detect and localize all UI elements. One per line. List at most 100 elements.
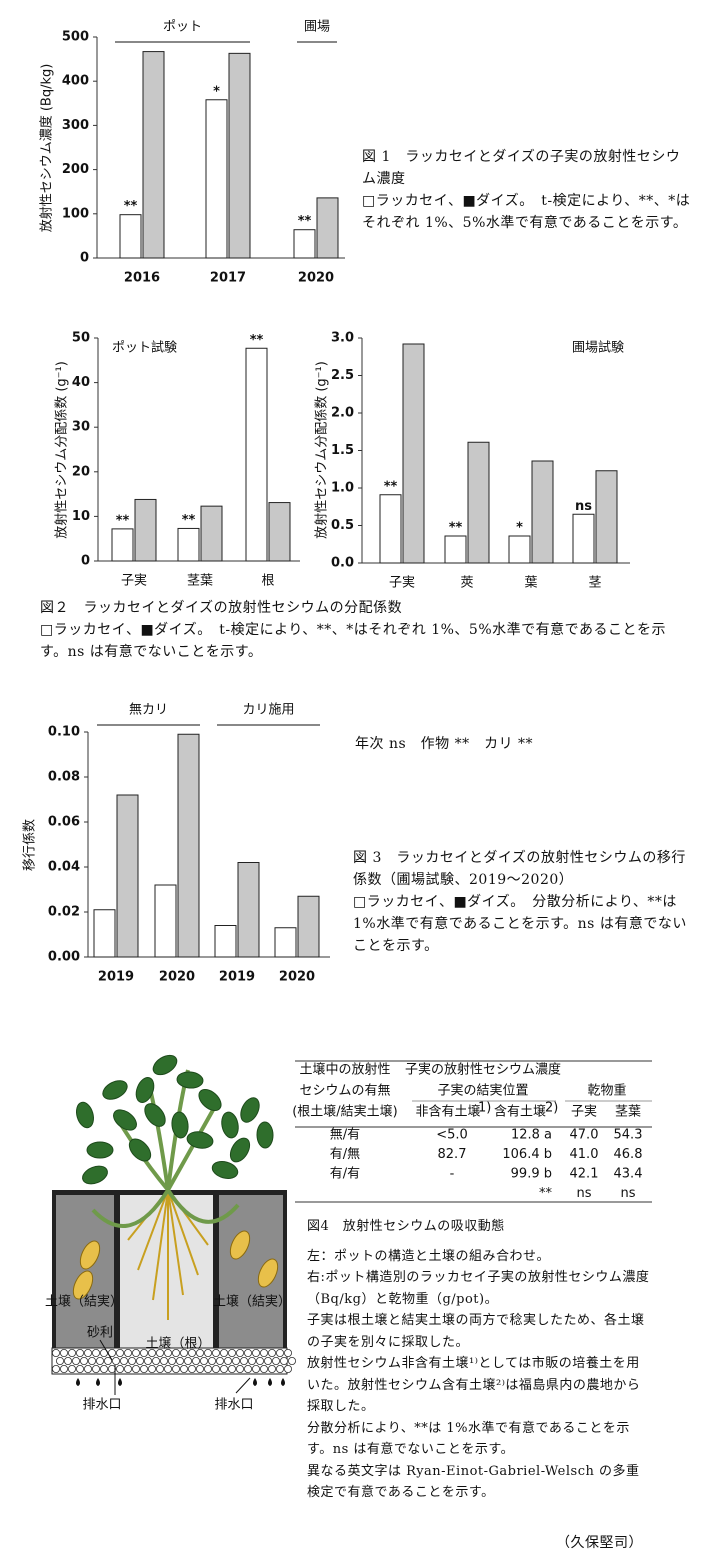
table-cell: 有/有 bbox=[330, 1167, 360, 1182]
caption-paragraph: 放射性セシウム非含有土壌¹⁾としては市販の培養土を用いた。放射性セシウム含有土壌… bbox=[307, 1356, 641, 1414]
caption-paragraph: 右:ポット構造別のラッカセイ子実の放射性セシウム濃度（Bq/kg）と乾物重（g/… bbox=[307, 1270, 650, 1307]
leaf bbox=[211, 1161, 239, 1179]
bar bbox=[316, 197, 339, 259]
drain-pointer bbox=[235, 1377, 251, 1394]
gravel bbox=[124, 1349, 133, 1358]
y-axis-label: 移行係数 bbox=[23, 819, 38, 871]
bar bbox=[111, 528, 134, 562]
y-tick-label: 50 bbox=[72, 331, 90, 346]
bar bbox=[467, 441, 490, 564]
pod bbox=[257, 1258, 279, 1288]
leaf bbox=[256, 1121, 274, 1149]
table-cell: ** bbox=[539, 1186, 553, 1201]
y-tick-label: 0.10 bbox=[48, 725, 80, 740]
gravel bbox=[195, 1365, 204, 1374]
leaf bbox=[152, 1054, 178, 1076]
gravel bbox=[243, 1365, 252, 1374]
gravel bbox=[267, 1365, 276, 1374]
y-tick-label: 0.02 bbox=[48, 905, 80, 920]
table-header: 非含有土壌 bbox=[415, 1104, 480, 1120]
y-tick-label: 40 bbox=[72, 375, 90, 390]
y-tick-label: 30 bbox=[72, 420, 90, 435]
gravel bbox=[96, 1357, 105, 1366]
table-header-note: 1) bbox=[478, 1101, 491, 1116]
caption-title: 図 3 ラッカセイとダイズの放射性セシウムの移行係数（圃場試験、2019～202… bbox=[353, 850, 686, 888]
diagram-label: 排水口 bbox=[82, 1398, 121, 1413]
stem bbox=[166, 1109, 215, 1191]
caption-body: □ラッカセイ、■ダイズ。 t-検定により、**、*はそれぞれ 1%、5%水準で有… bbox=[40, 622, 666, 660]
leaf bbox=[113, 1109, 137, 1131]
gravel bbox=[135, 1357, 144, 1366]
gravel bbox=[243, 1349, 252, 1358]
group-label: 無カリ bbox=[129, 703, 168, 718]
x-tick-label: 葉 bbox=[524, 576, 537, 591]
table-header: 乾物重 bbox=[587, 1083, 626, 1099]
leaf bbox=[186, 1131, 214, 1149]
gravel bbox=[155, 1349, 164, 1358]
figure1-caption: 図 1 ラッカセイとダイズの子実の放射性セシウム濃度 □ラッカセイ、■ダイズ。 … bbox=[362, 146, 694, 234]
gravel bbox=[259, 1349, 268, 1358]
root bbox=[167, 1189, 199, 1276]
gravel bbox=[219, 1349, 228, 1358]
significance-label: ** bbox=[298, 214, 312, 229]
pod bbox=[79, 1240, 101, 1270]
drain-drop bbox=[268, 1378, 272, 1386]
diagram-label: 土壌（結実） bbox=[45, 1294, 123, 1310]
bar bbox=[177, 733, 200, 958]
gravel bbox=[247, 1357, 256, 1366]
y-tick-label: 1.0 bbox=[331, 481, 354, 496]
x-tick-label: 2020 bbox=[279, 970, 315, 985]
y-tick-label: 0.04 bbox=[48, 860, 80, 875]
gravel bbox=[139, 1349, 148, 1358]
gravel bbox=[259, 1365, 268, 1374]
caption-title: 図２ ラッカセイとダイズの放射性セシウムの分配係数 bbox=[40, 600, 403, 616]
gravel bbox=[60, 1365, 69, 1374]
drain-drop bbox=[118, 1378, 122, 1386]
group-label: 圃場 bbox=[304, 20, 330, 35]
gravel bbox=[191, 1357, 200, 1366]
table-header-note: 2) bbox=[545, 1101, 558, 1116]
gravel bbox=[199, 1357, 208, 1366]
x-tick-label: 2020 bbox=[159, 970, 195, 985]
table-cell: 82.7 bbox=[438, 1147, 467, 1162]
gravel bbox=[151, 1357, 160, 1366]
y-tick-label: 2.5 bbox=[331, 368, 354, 383]
caption-paragraph: 異なる英文字は Ryan-Einot-Gabriel-Welsch の多重検定で… bbox=[307, 1463, 640, 1501]
caption-paragraph: 子実は根土壌と結実土壌の両方で稔実したため、各土壌の子実を別々に採取した。 bbox=[307, 1313, 645, 1350]
bar bbox=[214, 925, 237, 958]
gravel bbox=[84, 1365, 93, 1374]
gravel bbox=[159, 1357, 168, 1366]
gravel bbox=[251, 1365, 260, 1374]
table-cell: ns bbox=[620, 1186, 635, 1201]
gravel-pointer bbox=[99, 1339, 113, 1361]
leaf bbox=[229, 1137, 251, 1163]
gravel bbox=[116, 1365, 125, 1374]
gravel bbox=[211, 1349, 220, 1358]
figure2-caption: 図２ ラッカセイとダイズの放射性セシウムの分配係数 □ラッカセイ、■ダイズ。 t… bbox=[40, 597, 680, 663]
y-tick-label: 0 bbox=[80, 251, 89, 266]
gravel bbox=[163, 1349, 172, 1358]
table-cell: 12.8 a bbox=[511, 1128, 552, 1143]
table-header: 含有土壌 bbox=[494, 1104, 546, 1120]
drain-drop bbox=[253, 1378, 257, 1386]
bar bbox=[237, 862, 260, 958]
anova: 年次 ns 作物 ** カリ ** bbox=[355, 736, 534, 752]
table-header: 子実 bbox=[571, 1104, 597, 1120]
table-cell: ns bbox=[576, 1186, 591, 1201]
table-header: 子実の結実位置 bbox=[437, 1083, 528, 1099]
gravel bbox=[131, 1349, 140, 1358]
caption-paragraph: 分散分析により、**は 1%水準で有意であることを示す。ns は有意でないことを… bbox=[307, 1420, 630, 1458]
gravel bbox=[251, 1349, 260, 1358]
significance-label: * bbox=[213, 84, 220, 99]
y-tick-label: 500 bbox=[62, 30, 89, 45]
significance-label: ns bbox=[575, 499, 592, 514]
gravel bbox=[275, 1349, 284, 1358]
gravel bbox=[203, 1365, 212, 1374]
gravel bbox=[100, 1365, 109, 1374]
gravel bbox=[88, 1357, 97, 1366]
y-axis-label: 放射性セシウム濃度 (Bq/kg) bbox=[39, 64, 55, 233]
bar bbox=[116, 794, 139, 958]
gravel bbox=[187, 1365, 196, 1374]
